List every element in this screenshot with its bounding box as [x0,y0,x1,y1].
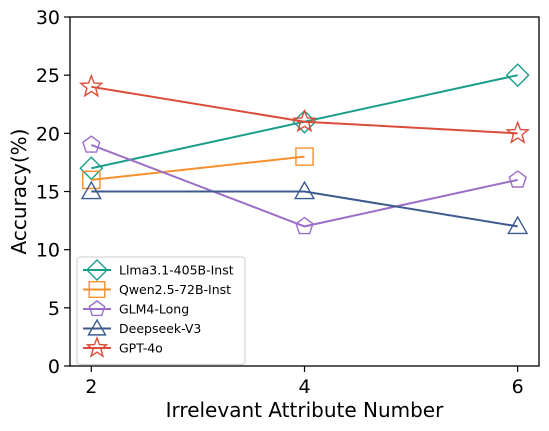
series-line [91,190,518,228]
data-point [507,215,529,235]
y-tick-label: 5 [48,298,60,320]
series-3 [80,180,529,235]
data-point [293,180,316,200]
data-point [508,170,527,188]
legend-label: GLM4-Long [119,302,189,317]
series-4 [78,73,531,144]
series-line [91,155,305,181]
legend-item: Deepseek-V3 [83,318,201,336]
data-point [80,180,102,200]
x-axis-label: Irrelevant Attribute Number [166,398,444,422]
y-tick-label: 15 [36,182,60,204]
x-axis: 2 4 6 [85,366,524,398]
data-point [292,108,317,133]
x-tick-label: 4 [298,376,310,398]
legend-marker [85,336,109,358]
legend-label: GPT-4o [119,341,163,356]
series-line [90,144,518,228]
legend-label: Qwen2.5-72B-Inst [119,282,231,297]
legend-label: Deepseek-V3 [119,321,201,336]
legend-marker [86,259,108,281]
series-line [91,85,518,135]
y-tick-label: 25 [36,65,60,87]
data-point [82,135,101,153]
legend-item: GPT-4o [83,336,163,358]
legend-item: Qwen2.5-72B-Inst [83,281,231,298]
data-point [505,63,530,88]
data-point [78,73,104,98]
legend-marker [88,281,106,298]
series-layer [78,63,531,235]
data-point [295,216,314,235]
y-tick-label: 10 [36,240,60,262]
data-point [82,170,101,190]
x-tick-label: 2 [85,376,97,398]
series-2 [82,135,527,235]
data-point [505,120,531,144]
legend-item: GLM4-Long [83,300,189,317]
y-tick-label: 30 [36,7,60,29]
data-point [295,147,314,166]
legend-item: Llma3.1-405B-Inst [83,259,234,281]
legend-label: Llma3.1-405B-Inst [119,263,234,278]
legend: Llma3.1-405B-Inst Qwen2.5-72B-Inst GLM4-Lo… [76,256,246,365]
y-tick-label: 20 [36,123,60,145]
x-tick-label: 6 [512,376,524,398]
legend-frame [76,256,246,365]
y-axis-label: Accuracy(%) [7,129,31,255]
legend-marker [87,318,107,336]
y-axis: 0 5 10 15 20 25 30 [36,7,70,378]
y-tick-label: 0 [48,356,60,378]
legend-marker [88,300,106,317]
series-1 [82,147,314,190]
